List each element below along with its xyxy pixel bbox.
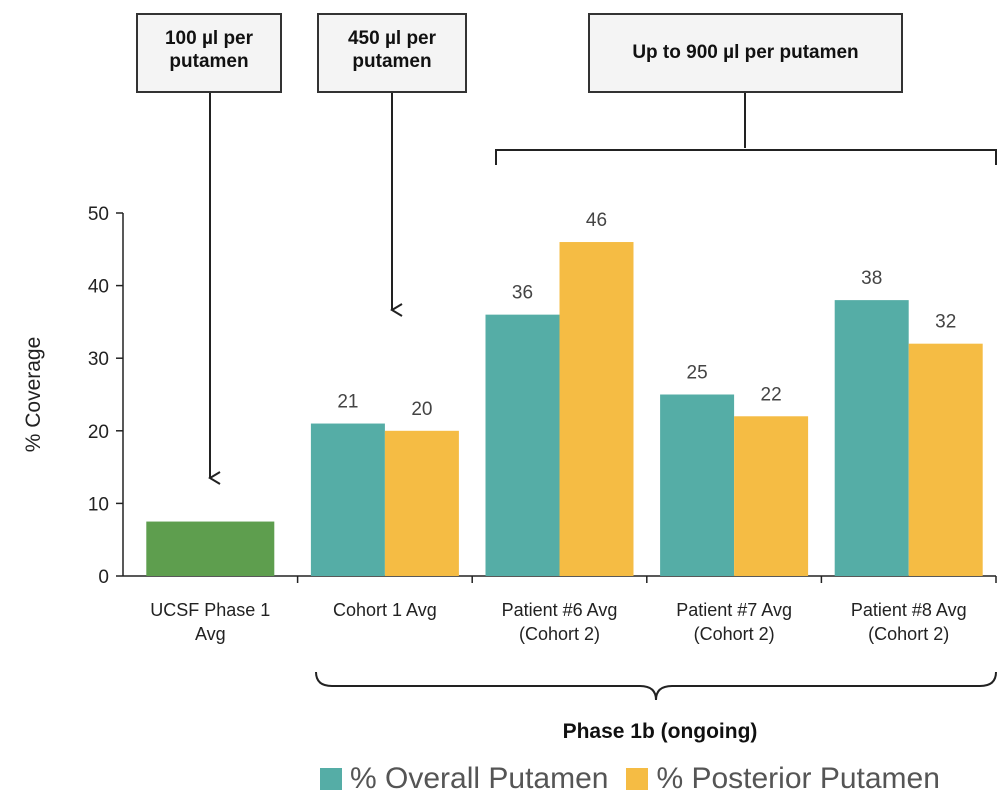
y-tick-label: 50	[88, 204, 109, 225]
y-tick-label: 20	[88, 422, 109, 443]
bar-overall-putamen	[485, 314, 560, 576]
x-category-label: UCSF Phase 1 Avg	[150, 600, 270, 644]
y-tick-label: 30	[88, 349, 109, 370]
axes: 0 10 20 30 40 50 % Coverage UCSF Phase 1 Avg Coho…	[22, 204, 997, 644]
bar-value-label: 38	[861, 268, 882, 289]
bar-overall-putamen	[834, 300, 909, 576]
bar-value-label: 36	[512, 283, 533, 304]
phase-1b-label: Phase 1b (ongoing)	[562, 720, 758, 743]
bar-posterior-putamen	[734, 416, 809, 576]
legend: % Overall Putamen % Posterior Putamen	[320, 762, 958, 796]
dose-box-450ul-label: 450 µl per putamen	[347, 28, 437, 72]
y-tick-label: 10	[88, 494, 109, 515]
legend-swatch-posterior	[626, 768, 649, 790]
y-axis-label: % Coverage	[22, 337, 45, 453]
bar-value-label: 20	[411, 399, 432, 420]
y-tick-label: 40	[88, 277, 109, 298]
legend-label-posterior: % Posterior Putamen	[656, 762, 940, 795]
bar-overall-putamen	[660, 394, 735, 576]
bar-value-label: 22	[761, 384, 782, 405]
x-category-label: Cohort 1 Avg	[333, 600, 437, 620]
bar-overall-putamen	[310, 423, 385, 576]
x-category-label: Patient #6 Avg (Cohort 2)	[502, 600, 618, 644]
dose-3-bracket	[495, 93, 997, 165]
bar-posterior-putamen	[384, 430, 459, 576]
annotation-lines	[208, 93, 997, 701]
bar-value-label: 21	[337, 392, 358, 413]
x-category-label: Patient #7 Avg (Cohort 2)	[676, 600, 792, 644]
data-labels: 21 20 36 46 25 22 38 32	[337, 210, 956, 420]
dose-box-100ul: 100 µl per putamen	[136, 13, 282, 93]
phase-1b-brace	[315, 671, 997, 701]
y-tick-label: 0	[98, 567, 109, 588]
x-category-label: Patient #8 Avg (Cohort 2)	[851, 600, 967, 644]
bar-ucsf-phase1	[146, 521, 275, 576]
bar-value-label: 25	[687, 363, 708, 384]
dose-box-900ul: Up to 900 µl per putamen	[588, 13, 903, 93]
legend-label-overall: % Overall Putamen	[350, 762, 609, 795]
dose-box-100ul-label: 100 µl per putamen	[164, 28, 254, 72]
bar-value-label: 32	[935, 312, 956, 333]
bars	[146, 242, 983, 577]
bar-posterior-putamen	[559, 242, 634, 577]
bar-value-label: 46	[586, 210, 607, 231]
legend-item-posterior: % Posterior Putamen	[626, 762, 940, 796]
dose-box-450ul: 450 µl per putamen	[317, 13, 467, 93]
legend-item-overall: % Overall Putamen	[320, 762, 608, 796]
bar-posterior-putamen	[908, 343, 983, 576]
dose-box-900ul-label: Up to 900 µl per putamen	[632, 42, 859, 63]
legend-swatch-overall	[320, 768, 342, 790]
